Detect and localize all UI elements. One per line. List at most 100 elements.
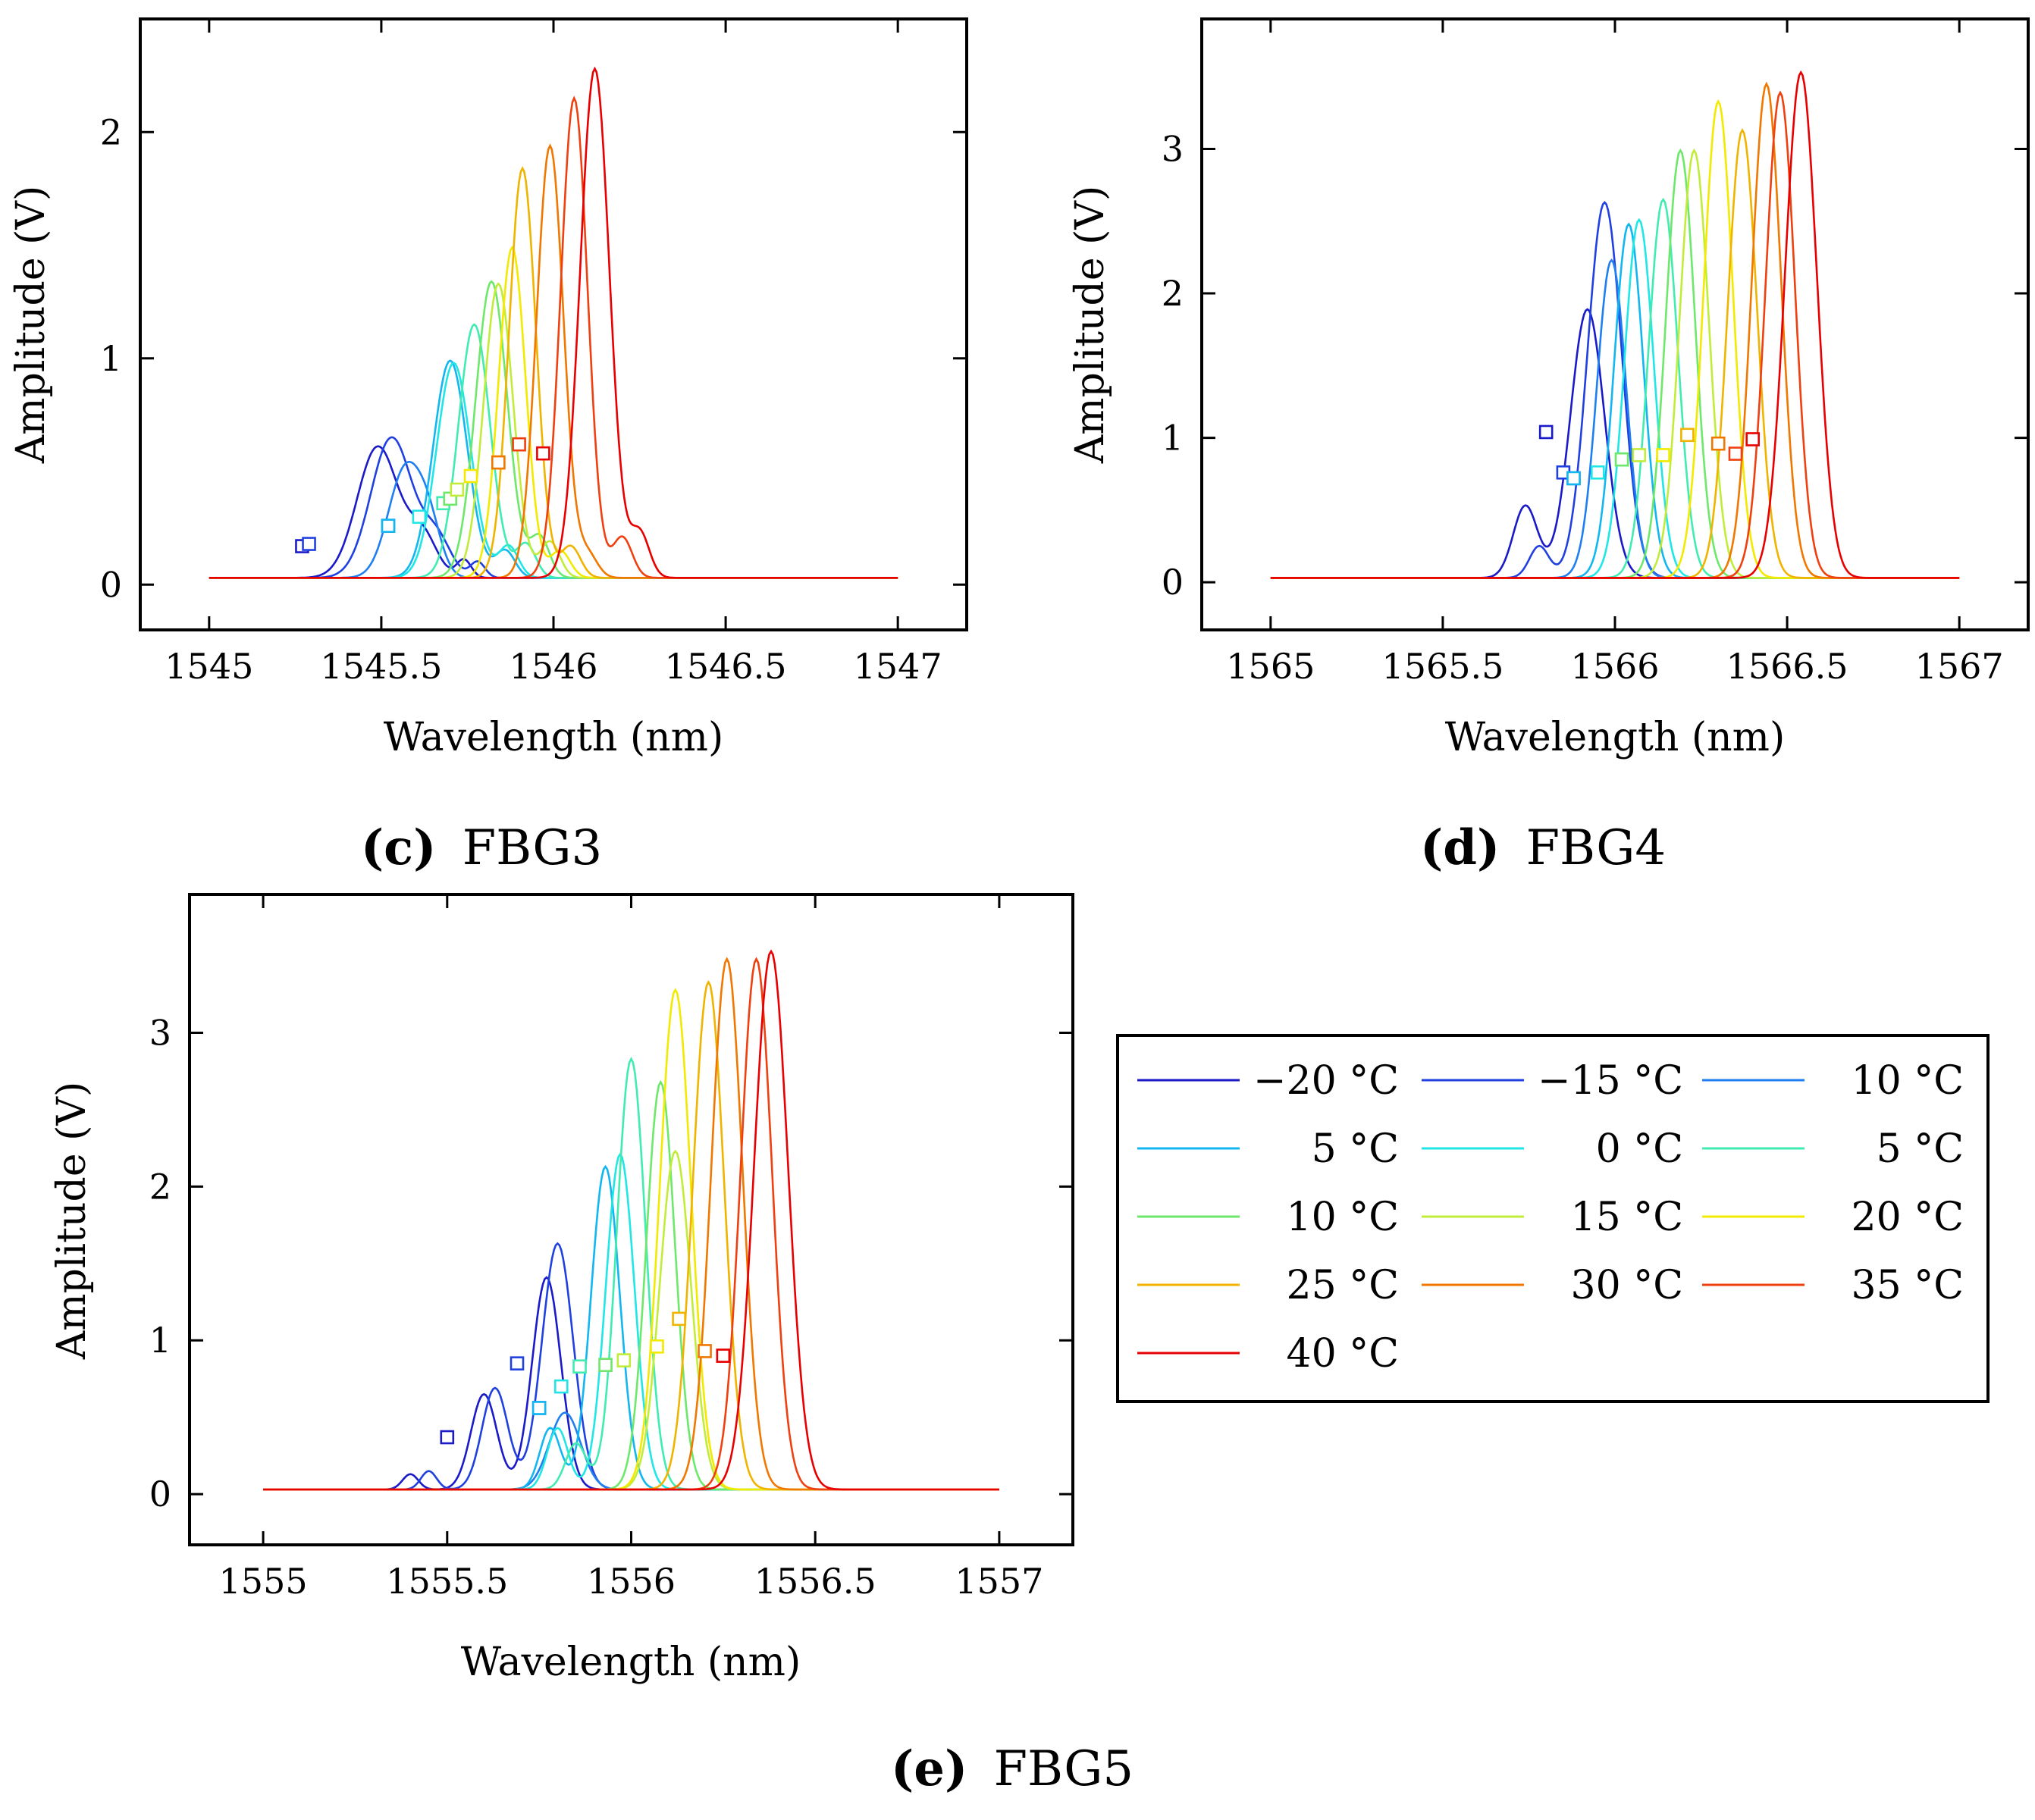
xtick-label: 1556.5 (754, 1561, 876, 1602)
series-marker (553, 1379, 569, 1394)
series-line (209, 246, 898, 579)
xtick-label: 1556 (587, 1561, 676, 1602)
xtick-label: 1565 (1226, 646, 1315, 687)
series-marker (1590, 465, 1605, 480)
series-marker (491, 455, 506, 470)
series-marker (1745, 432, 1760, 446)
legend-label: 25 °C (1287, 1263, 1399, 1308)
legend-label: 15 °C (1571, 1195, 1683, 1240)
legend-label: 35 °C (1852, 1263, 1964, 1308)
caption-fbg5: (e) FBG5 (891, 1740, 1134, 1797)
series-line (1270, 201, 1960, 579)
legend-label: −15 °C (1538, 1058, 1683, 1104)
ytick-label: 2 (1162, 273, 1184, 314)
series-line (209, 166, 898, 579)
series-line (263, 957, 999, 1491)
series-line (209, 445, 898, 579)
series-marker (536, 446, 550, 461)
caption-letter-fbg3: (c) (361, 819, 437, 876)
ytick-label: 1 (1162, 418, 1184, 459)
legend-label: 5 °C (1312, 1126, 1399, 1172)
ytick-label: 2 (100, 111, 122, 152)
xtick-label: 1546.5 (665, 646, 787, 687)
ytick-label: 0 (1162, 562, 1184, 603)
plot-frame-fbg3 (139, 17, 968, 631)
series-line (1270, 70, 1960, 579)
series-marker (598, 1358, 613, 1372)
series-marker (1728, 446, 1743, 461)
series-marker (412, 509, 427, 525)
legend: −20 °C −15 °C 10 °C 5 °C 0 °C 5 °C 10 °C 15 °C 2… (1116, 1034, 1990, 1403)
curves-fbg5 (263, 949, 999, 1491)
legend-label: 10 °C (1852, 1058, 1964, 1104)
series-marker (672, 1311, 686, 1327)
ylabel-fbg3: Amplitude (V) (8, 186, 54, 465)
legend-label: −20 °C (1253, 1058, 1399, 1104)
ytick-label: 2 (149, 1166, 171, 1207)
caption-fbg3: (c) FBG3 (361, 819, 602, 876)
caption-letter-fbg4: (d) (1420, 819, 1500, 876)
series-marker (450, 482, 465, 497)
legend-entries: −20 °C −15 °C 10 °C 5 °C 0 °C 5 °C 10 °C 15 °C 2… (1137, 1058, 1964, 1377)
legend-label: 5 °C (1877, 1126, 1964, 1172)
series-marker (302, 537, 316, 551)
series-marker (1656, 448, 1670, 462)
curves-fbg3 (209, 66, 898, 579)
curves-fbg4 (1270, 70, 1960, 579)
plot-frame-fbg5 (188, 893, 1074, 1546)
panel-fbg3: 1545 1545.5 1546 1546.5 1547 0 1 2 Wavelength (… (8, 17, 968, 876)
series-marker (572, 1359, 587, 1374)
plot-frame-fbg4 (1200, 17, 2030, 631)
xtick-label: 1545 (165, 646, 253, 687)
xlabel-fbg4: Wavelength (nm) (1445, 715, 1786, 760)
legend-label: 40 °C (1287, 1331, 1399, 1377)
xtick-label: 1567 (1915, 646, 2004, 687)
xtick-label: 1557 (955, 1561, 1043, 1602)
series-marker (381, 518, 396, 533)
ticks-fbg3: 1545 1545.5 1546 1546.5 1547 0 1 2 (100, 19, 967, 687)
caption-text-fbg4: FBG4 (1526, 820, 1666, 876)
legend-label: 10 °C (1287, 1195, 1399, 1240)
xtick-label: 1565.5 (1381, 646, 1504, 687)
series-line (1270, 222, 1960, 579)
xlabel-fbg5: Wavelength (nm) (461, 1640, 801, 1685)
xlabel-fbg3: Wavelength (nm) (384, 715, 724, 760)
caption-text-fbg5: FBG5 (994, 1741, 1134, 1797)
series-line (263, 949, 999, 1491)
series-marker (1614, 452, 1629, 467)
xtick-label: 1545.5 (320, 646, 442, 687)
series-marker (1538, 424, 1554, 440)
xtick-label: 1555 (219, 1561, 308, 1602)
xtick-label: 1555.5 (386, 1561, 508, 1602)
caption-fbg4: (d) FBG4 (1420, 819, 1666, 876)
series-line (209, 66, 898, 579)
ytick-label: 3 (149, 1013, 171, 1054)
series-marker (650, 1339, 664, 1354)
caption-letter-fbg5: (e) (891, 1740, 967, 1797)
series-marker (1566, 471, 1581, 486)
ytick-label: 1 (100, 338, 122, 379)
series-line (209, 143, 898, 579)
ytick-label: 0 (100, 564, 122, 605)
series-marker (698, 1344, 712, 1358)
series-marker (463, 468, 478, 484)
caption-text-fbg3: FBG3 (462, 820, 602, 876)
ytick-label: 1 (149, 1320, 171, 1361)
series-marker (1632, 448, 1647, 462)
series-line (209, 96, 898, 579)
series-line (263, 957, 999, 1491)
legend-label: 20 °C (1852, 1195, 1964, 1240)
panel-fbg4: 1565 1565.5 1566 1566.5 1567 0 1 2 3 Wavelength … (1068, 17, 2030, 876)
legend-label: 0 °C (1596, 1126, 1683, 1172)
ytick-label: 3 (1162, 128, 1184, 169)
ytick-label: 0 (149, 1474, 171, 1515)
series-line (263, 1276, 999, 1491)
series-line (263, 1242, 999, 1491)
ticks-fbg4: 1565 1565.5 1566 1566.5 1567 0 1 2 3 (1162, 19, 2028, 687)
series-line (1270, 258, 1960, 579)
legend-box (1116, 1034, 1990, 1403)
xtick-label: 1547 (854, 646, 942, 687)
xtick-label: 1566 (1570, 646, 1659, 687)
series-marker (616, 1353, 632, 1367)
